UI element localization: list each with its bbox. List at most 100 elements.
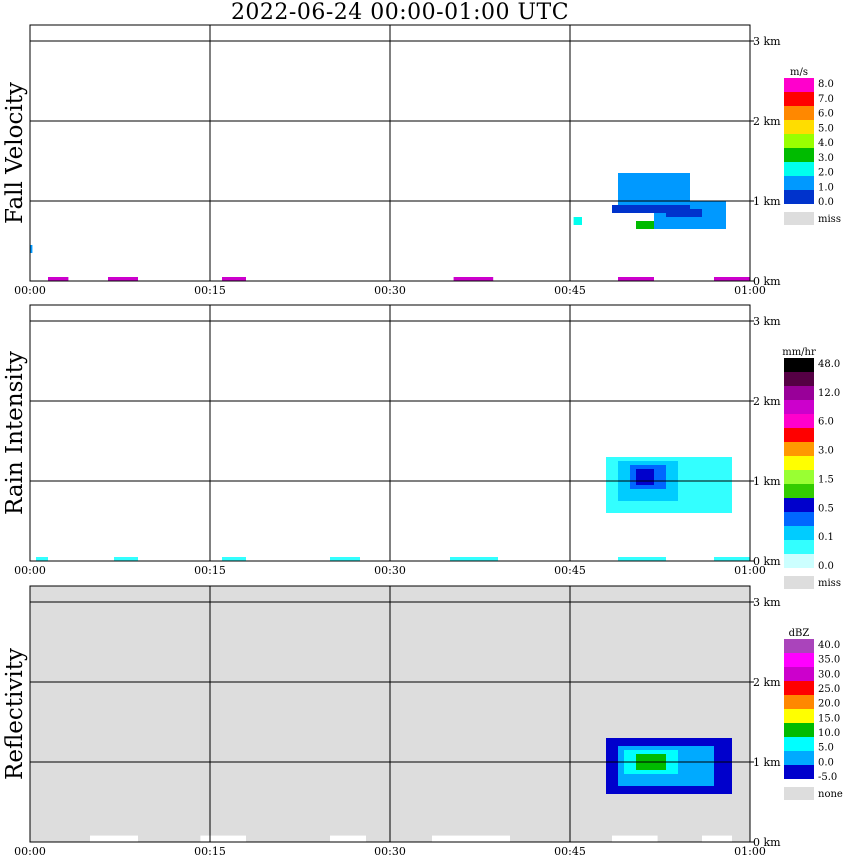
colorbar-swatch xyxy=(784,386,814,400)
plot-frame xyxy=(29,585,751,843)
colorbar-missing-swatch xyxy=(784,576,814,589)
colorbar-label: 3.0 xyxy=(818,153,834,164)
data-cell xyxy=(618,557,666,561)
colorbar-swatch xyxy=(784,723,814,737)
x-tick-label: 01:00 xyxy=(734,284,766,297)
data-cell xyxy=(30,245,33,253)
x-tick-label: 00:00 xyxy=(14,284,46,297)
colorbar-label: 0.0 xyxy=(818,757,834,768)
colorbar-label: 48.0 xyxy=(818,359,840,370)
colorbar-unit: dBZ xyxy=(789,628,810,639)
colorbar-swatch xyxy=(784,681,814,695)
colorbar-swatch xyxy=(784,751,814,765)
colorbar-swatch xyxy=(784,484,814,498)
colorbar-label: 0.0 xyxy=(818,197,834,208)
colorbar-label: -5.0 xyxy=(818,772,837,783)
colorbar-label: 10.0 xyxy=(818,728,840,739)
colorbar-swatch xyxy=(784,372,814,386)
x-tick-label: 00:30 xyxy=(374,564,406,577)
colorbar-swatch xyxy=(784,162,814,176)
y-tick-label: 2 km xyxy=(753,115,781,128)
data-cell xyxy=(666,209,702,217)
colorbar-label: 15.0 xyxy=(818,713,840,724)
colorbar-swatch xyxy=(784,540,814,554)
data-cell xyxy=(330,835,366,842)
plot-frame xyxy=(29,304,751,562)
colorbar-label: 1.0 xyxy=(818,182,834,193)
y-tick-label: 3 km xyxy=(753,315,781,328)
data-cell xyxy=(618,277,654,281)
colorbar-missing-label: miss xyxy=(818,214,841,225)
colorbar-swatch xyxy=(784,106,814,120)
y-tick-label: 3 km xyxy=(753,35,781,48)
colorbar-label: 20.0 xyxy=(818,699,840,710)
data-cell xyxy=(90,835,138,842)
x-tick-label: 00:00 xyxy=(14,845,46,858)
colorbar-label: 6.0 xyxy=(818,417,834,428)
colorbar-swatch xyxy=(784,709,814,723)
x-tick-label: 00:30 xyxy=(374,284,406,297)
x-tick-label: 00:15 xyxy=(194,284,226,297)
x-tick-label: 00:15 xyxy=(194,845,226,858)
data-cell xyxy=(450,557,498,561)
x-tick-label: 01:00 xyxy=(734,845,766,858)
colorbar-label: 7.0 xyxy=(818,94,834,105)
y-tick-label: 2 km xyxy=(753,676,781,689)
data-cell xyxy=(714,277,750,281)
colorbar-missing-label: none xyxy=(818,789,843,800)
colorbar-swatch xyxy=(784,765,814,779)
data-cell xyxy=(714,557,750,561)
data-cell xyxy=(48,277,69,281)
y-tick-label: 1 km xyxy=(753,195,781,208)
colorbar-label: 0.1 xyxy=(818,532,834,543)
y-tick-label: 0 km xyxy=(753,555,781,568)
colorbar-swatch xyxy=(784,653,814,667)
x-tick-label: 00:00 xyxy=(14,564,46,577)
colorbar-label: 0.5 xyxy=(818,503,834,514)
colorbar-unit: mm/hr xyxy=(782,347,816,358)
colorbar-label: 35.0 xyxy=(818,655,840,666)
colorbar-label: 0.0 xyxy=(818,561,834,572)
colorbar-swatch xyxy=(784,414,814,428)
x-tick-label: 00:45 xyxy=(554,845,586,858)
colorbar-swatch xyxy=(784,554,814,568)
colorbar-label: 4.0 xyxy=(818,138,834,149)
data-cell xyxy=(222,277,246,281)
y-tick-label: 1 km xyxy=(753,475,781,488)
y-tick-label: 0 km xyxy=(753,836,781,849)
colorbar-label: 2.0 xyxy=(818,168,834,179)
data-cell xyxy=(108,277,138,281)
y-axis-label: Fall Velocity xyxy=(2,82,28,224)
y-tick-label: 0 km xyxy=(753,275,781,288)
x-tick-label: 01:00 xyxy=(734,564,766,577)
colorbar-swatch xyxy=(784,134,814,148)
colorbar-swatch xyxy=(784,442,814,456)
data-cell xyxy=(432,835,510,842)
colorbar-swatch xyxy=(784,526,814,540)
colorbar-label: 5.0 xyxy=(818,123,834,134)
colorbar-swatch xyxy=(784,78,814,92)
colorbar-label: 30.0 xyxy=(818,669,840,680)
colorbar-missing-swatch xyxy=(784,787,814,800)
data-cell xyxy=(453,277,494,281)
colorbar-swatch xyxy=(784,498,814,512)
x-tick-label: 00:30 xyxy=(374,845,406,858)
x-tick-label: 00:45 xyxy=(554,284,586,297)
colorbar-swatch xyxy=(784,737,814,751)
colorbar-label: 12.0 xyxy=(818,388,840,399)
data-cell xyxy=(573,217,582,225)
colorbar-swatch xyxy=(784,190,814,204)
data-cell xyxy=(200,835,246,842)
colorbar-swatch xyxy=(784,400,814,414)
plot-frame xyxy=(29,24,751,282)
data-cell xyxy=(330,557,360,561)
colorbar-swatch xyxy=(784,148,814,162)
colorbar-swatch xyxy=(784,428,814,442)
y-tick-label: 3 km xyxy=(753,596,781,609)
colorbar-missing-label: miss xyxy=(818,578,841,589)
y-tick-label: 1 km xyxy=(753,756,781,769)
y-axis-label: Reflectivity xyxy=(2,648,28,780)
x-tick-label: 00:45 xyxy=(554,564,586,577)
colorbar-swatch xyxy=(784,639,814,653)
colorbar-label: 1.5 xyxy=(818,474,834,485)
